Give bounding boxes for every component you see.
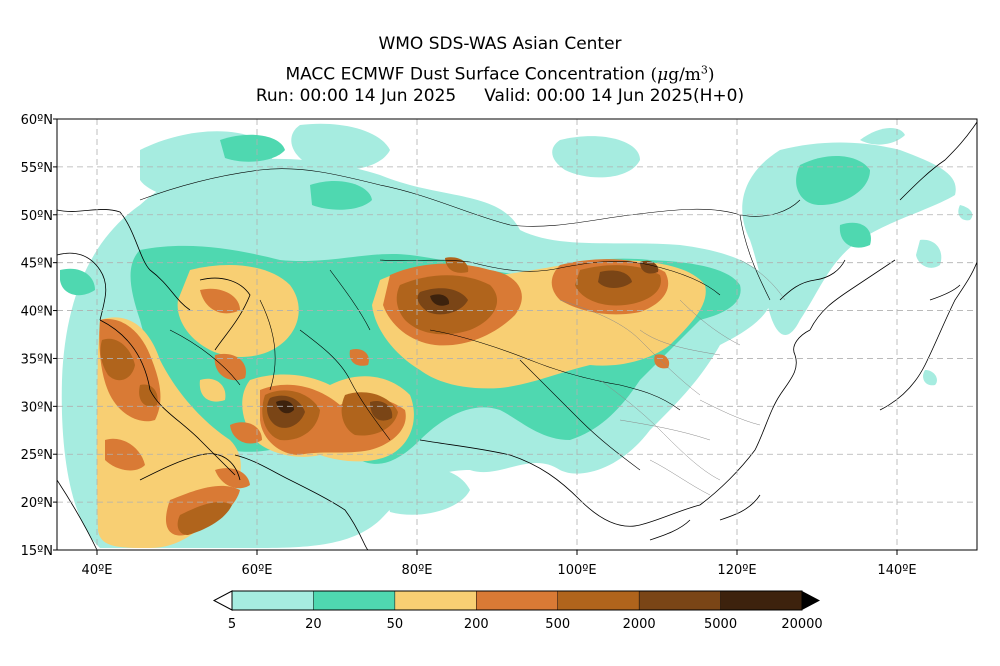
colorbar-label: 20 <box>305 617 322 632</box>
colorbar-label: 5000 <box>704 617 737 632</box>
lat-tick-label: 30ºN <box>21 400 53 415</box>
colorbar-label: 50 <box>387 617 404 632</box>
dust-level-5000-20000 <box>276 294 450 414</box>
colorbar-extend-high <box>802 591 820 610</box>
colorbar-extend-low <box>212 590 233 611</box>
colorbar-segment <box>639 591 721 610</box>
run-valid-line: Run: 00:00 14 Jun 2025 Valid: 00:00 14 Ju… <box>0 86 1000 106</box>
colorbar-segment <box>232 591 314 610</box>
colorbar-label: 20000 <box>781 617 822 632</box>
lon-tick-label: 120ºE <box>717 563 756 578</box>
lon-axis: 40ºE 60ºE 80ºE 100ºE 120ºE 140ºE <box>82 550 917 578</box>
dust-field <box>60 123 973 548</box>
lon-tick-label: 40ºE <box>82 563 113 578</box>
lon-tick-label: 80ºE <box>402 563 433 578</box>
lat-tick-label: 20ºN <box>21 496 53 511</box>
lon-tick-label: 60ºE <box>242 563 273 578</box>
colorbar-segment <box>313 591 395 610</box>
colorbar-segment <box>476 591 558 610</box>
country-borders <box>139 168 801 471</box>
unit-label: (μg/m3) <box>650 63 715 85</box>
colorbar-frame <box>231 590 803 611</box>
colorbar-label: 200 <box>464 617 489 632</box>
colorbar-segment <box>557 591 640 610</box>
province-boundaries <box>559 259 786 496</box>
map-frame <box>56 118 978 551</box>
colorbar-label: 500 <box>545 617 570 632</box>
chart-title: WMO SDS-WAS Asian Center <box>378 34 622 54</box>
colorbar-segment <box>394 591 477 610</box>
colorbar-segment <box>720 591 802 610</box>
lat-tick-label: 40ºN <box>21 305 53 320</box>
lat-axis: 60ºN 55ºN 50ºN 45ºN 40ºN 35ºN 30ºN 25ºN 20ºN 15ºN <box>21 113 57 559</box>
coastlines <box>57 121 977 550</box>
lat-tick-label: 25ºN <box>21 448 53 463</box>
colorbar-label: 2000 <box>623 617 656 632</box>
valid-time: Valid: 00:00 14 Jun 2025(H+0) <box>484 86 745 106</box>
lon-tick-label: 100ºE <box>557 563 596 578</box>
colorbar: 5 20 50 200 500 2000 5000 20000 <box>212 590 823 632</box>
lat-tick-label: 35ºN <box>21 352 53 367</box>
run-time: Run: 00:00 14 Jun 2025 <box>255 86 457 106</box>
colorbar-label: 5 <box>228 617 236 632</box>
lon-tick-label: 140ºE <box>877 563 916 578</box>
lat-tick-label: 55ºN <box>21 161 53 176</box>
lat-tick-label: 60ºN <box>21 113 53 128</box>
grid <box>57 118 977 551</box>
lat-tick-label: 50ºN <box>21 209 53 224</box>
chart-subtitle: MACC ECMWF Dust Surface Concentration (μ… <box>0 60 1000 85</box>
lat-tick-label: 45ºN <box>21 257 53 272</box>
lat-tick-label: 15ºN <box>21 544 53 559</box>
product-name: MACC ECMWF Dust Surface Concentration <box>285 64 646 85</box>
